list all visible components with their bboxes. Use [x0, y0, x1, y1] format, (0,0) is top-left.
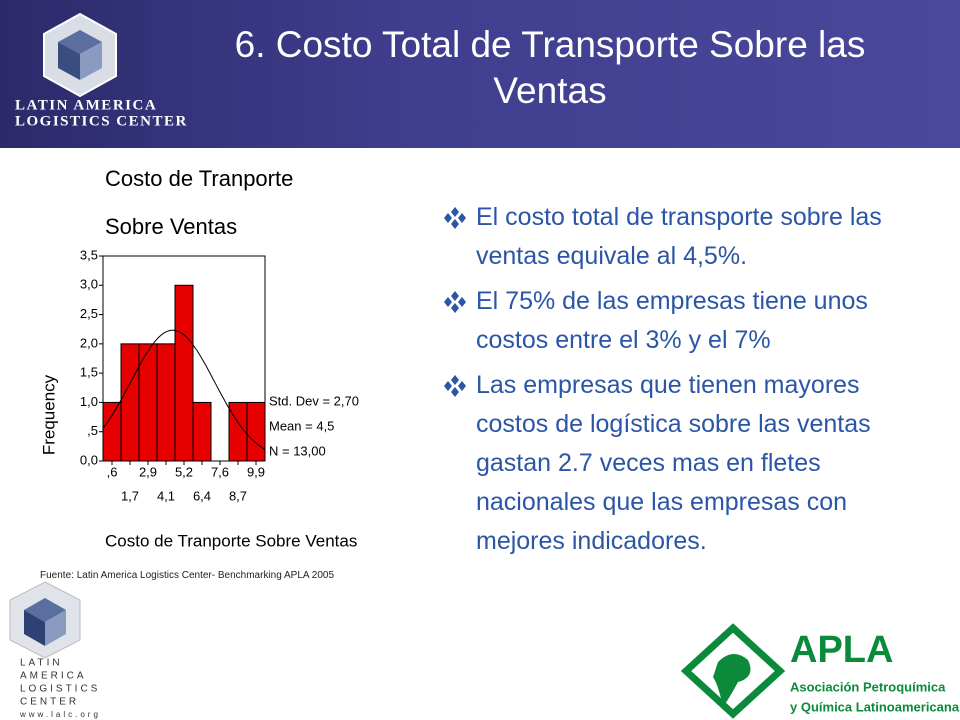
x-tick-label: 4,1 — [157, 488, 175, 503]
bar — [102, 401, 122, 462]
logo-top: LATIN AMERICA LOGISTICS CENTER — [15, 12, 188, 129]
plot-frame — [102, 255, 266, 462]
bar — [174, 284, 194, 462]
y-tick-label: 3,0 — [80, 277, 98, 292]
y-tick-label: 2,0 — [80, 335, 98, 350]
apla-line: y Química Latinoamericana — [790, 699, 960, 714]
fit-label: Std. Dev = 2,70 — [269, 393, 359, 408]
bullet: El costo total de transporte sobre las v… — [440, 198, 920, 276]
y-tick-label: ,5 — [87, 423, 98, 438]
bar — [228, 401, 248, 462]
x-tick-label: 5,2 — [175, 464, 193, 479]
x-tick-label: 1,7 — [121, 488, 139, 503]
logo-text: LOGISTICS — [20, 684, 100, 695]
x-tick-label: ,6 — [107, 464, 118, 479]
chart-title: Costo de Tranporte — [105, 166, 293, 191]
source-note: Fuente: Latin America Logistics Center- … — [40, 570, 335, 581]
y-tick-label: 2,5 — [80, 306, 98, 321]
fit-label: N = 13,00 — [269, 443, 326, 458]
apla-graphic: APLA Asociación Petroquímica y Química L… — [680, 623, 960, 719]
bullet-text: Las empresas que tienen mayores costos d… — [476, 371, 871, 555]
bullet-text: El costo total de transporte sobre las v… — [476, 203, 882, 270]
y-tick-label: 0,0 — [80, 452, 98, 467]
normal-fit-curve — [102, 329, 266, 451]
bullet: El 75% de las empresas tiene unos costos… — [440, 282, 920, 360]
chart-title: Sobre Ventas — [105, 214, 237, 239]
bullet-icon — [444, 291, 466, 313]
x-tick-label: 9,9 — [247, 464, 265, 479]
x-tick-label: 8,7 — [229, 488, 247, 503]
logo-text: www.lalc.org — [19, 710, 101, 719]
apla-line: Asociación Petroquímica — [790, 679, 946, 694]
chart: Costo de Tranporte Sobre Ventas Costo de T… — [39, 166, 359, 551]
x-axis-label: Costo de Tranporte Sobre Ventas — [105, 531, 357, 550]
apla-name: APLA — [790, 629, 893, 671]
logo-text: CENTER — [20, 697, 79, 708]
bar — [246, 401, 266, 462]
x-tick-label: 6,4 — [193, 488, 211, 503]
bullet-icon — [444, 375, 466, 397]
bar — [192, 401, 212, 462]
x-tick-label: 7,6 — [211, 464, 229, 479]
logo-text: AMERICA — [20, 671, 87, 682]
header: LATIN AMERICA LOGISTICS CENTER 6. Costo … — [0, 0, 960, 148]
bar — [120, 343, 140, 462]
slide-title: 6. Costo Total de Transporte Sobre las V… — [234, 24, 866, 111]
y-tick-label: 3,5 — [80, 247, 98, 262]
logo-text: LATIN — [20, 658, 63, 669]
y-tick-label: 1,0 — [80, 394, 98, 409]
bullet: Las empresas que tienen mayores costos d… — [440, 366, 920, 561]
bar — [156, 343, 176, 462]
y-tick-label: 1,5 — [80, 365, 98, 380]
apla-logo: APLA Asociación Petroquímica y Química L… — [678, 622, 960, 720]
logo-text: LATIN AMERICA — [15, 97, 157, 113]
y-axis-label: Frequency — [39, 374, 58, 455]
fit-label: Mean = 4,5 — [269, 418, 334, 433]
x-tick-label: 2,9 — [139, 464, 157, 479]
bullet-list: El costo total de transporte sobre las v… — [440, 198, 920, 567]
bullet-text: El 75% de las empresas tiene unos costos… — [476, 287, 868, 354]
logo-text: LOGISTICS CENTER — [15, 113, 188, 129]
logo-bottom: LATIN AMERICA LOGISTICS CENTER www.lalc.org — [9, 581, 101, 719]
bullet-icon — [444, 207, 466, 229]
